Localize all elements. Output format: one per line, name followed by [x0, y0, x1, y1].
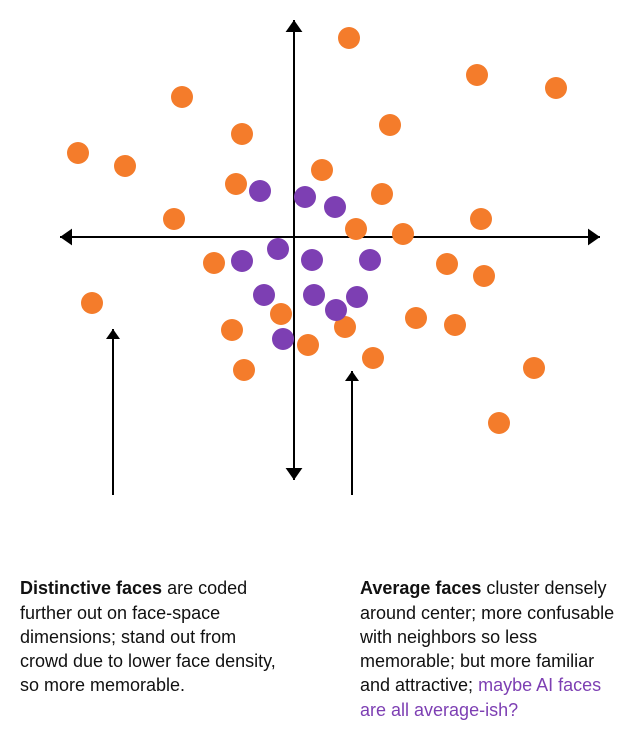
- caption-right: Average faces cluster densely around cen…: [360, 576, 620, 722]
- caption-right-bold: Average faces: [360, 578, 481, 598]
- caption-left: Distinctive faces are coded further out …: [20, 576, 280, 722]
- caption-left-bold: Distinctive faces: [20, 578, 162, 598]
- captions-row: Distinctive faces are coded further out …: [0, 576, 640, 722]
